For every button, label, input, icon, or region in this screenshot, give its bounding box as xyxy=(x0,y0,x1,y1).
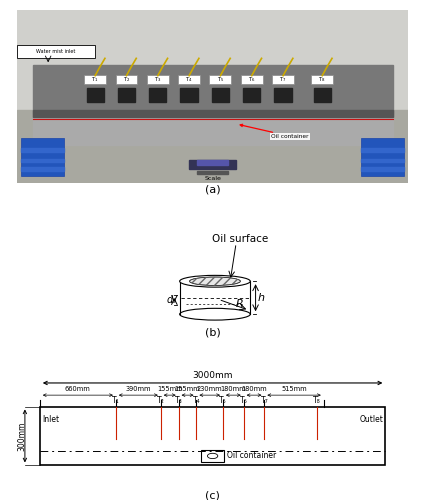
Bar xyxy=(180,281,250,314)
Bar xyxy=(21,148,64,152)
Bar xyxy=(40,406,385,466)
Text: 515mm: 515mm xyxy=(281,386,307,392)
Text: T₄: T₄ xyxy=(193,396,200,405)
Bar xyxy=(311,75,333,84)
Bar xyxy=(314,88,331,102)
Bar xyxy=(32,114,393,144)
Bar xyxy=(189,160,236,169)
Bar xyxy=(21,159,64,162)
Text: T₁: T₁ xyxy=(112,396,120,405)
Text: Oil surface: Oil surface xyxy=(212,234,268,244)
Text: T₅: T₅ xyxy=(219,396,227,405)
Bar xyxy=(274,88,292,102)
Bar xyxy=(32,66,393,117)
Ellipse shape xyxy=(180,308,250,320)
Bar xyxy=(243,88,260,102)
Bar xyxy=(212,88,229,102)
Text: T₇: T₇ xyxy=(261,396,268,405)
Bar xyxy=(149,88,166,102)
Text: T$_2$: T$_2$ xyxy=(123,75,130,84)
Bar xyxy=(21,138,64,176)
Text: (c): (c) xyxy=(205,490,220,500)
Text: T$_1$: T$_1$ xyxy=(91,75,99,84)
Bar xyxy=(210,75,232,84)
Bar xyxy=(361,168,405,170)
Text: T$_7$: T$_7$ xyxy=(279,75,287,84)
Text: T$_4$: T$_4$ xyxy=(185,75,193,84)
Bar xyxy=(21,168,64,170)
Text: h: h xyxy=(258,292,265,302)
Text: T$_5$: T$_5$ xyxy=(217,75,224,84)
Text: 155mm: 155mm xyxy=(157,386,183,392)
Bar xyxy=(178,75,200,84)
Bar xyxy=(115,75,137,84)
Text: Inlet: Inlet xyxy=(42,415,59,424)
Bar xyxy=(147,75,169,84)
Text: 3000mm: 3000mm xyxy=(192,371,233,380)
Bar xyxy=(361,138,405,176)
Bar xyxy=(361,148,405,152)
Text: T₆: T₆ xyxy=(240,396,248,405)
Ellipse shape xyxy=(180,276,250,287)
Text: 660mm: 660mm xyxy=(65,386,91,392)
Text: Water mist inlet: Water mist inlet xyxy=(36,49,76,54)
Text: T$_8$: T$_8$ xyxy=(318,75,326,84)
Bar xyxy=(17,10,408,110)
Bar xyxy=(241,75,263,84)
Bar xyxy=(32,110,393,117)
Text: T$_3$: T$_3$ xyxy=(154,75,162,84)
Bar xyxy=(84,75,106,84)
Text: (a): (a) xyxy=(205,184,221,194)
Text: T₃: T₃ xyxy=(175,396,183,405)
Text: T$_6$: T$_6$ xyxy=(248,75,256,84)
Text: 390mm: 390mm xyxy=(125,386,151,392)
Text: Outlet: Outlet xyxy=(360,415,383,424)
FancyBboxPatch shape xyxy=(17,44,95,59)
Bar xyxy=(201,450,224,462)
Bar xyxy=(118,88,135,102)
Bar xyxy=(181,88,198,102)
Text: T₈: T₈ xyxy=(313,396,320,405)
Bar xyxy=(272,75,294,84)
Bar xyxy=(197,170,228,174)
Text: (b): (b) xyxy=(205,328,221,338)
Text: 180mm: 180mm xyxy=(221,386,246,392)
Text: d₀: d₀ xyxy=(167,295,177,305)
Text: 230mm: 230mm xyxy=(197,386,223,392)
Text: 155mm: 155mm xyxy=(175,386,200,392)
Bar xyxy=(87,88,104,102)
Text: R: R xyxy=(236,300,244,310)
Text: 300mm: 300mm xyxy=(18,422,27,450)
Text: Oil container: Oil container xyxy=(227,452,276,460)
Text: 180mm: 180mm xyxy=(241,386,267,392)
Bar xyxy=(197,160,228,166)
Ellipse shape xyxy=(189,277,240,285)
Text: T₂: T₂ xyxy=(157,396,165,405)
Text: Oil container: Oil container xyxy=(240,124,309,139)
Text: Scale: Scale xyxy=(204,176,221,181)
Bar xyxy=(17,110,408,182)
Bar xyxy=(361,159,405,162)
